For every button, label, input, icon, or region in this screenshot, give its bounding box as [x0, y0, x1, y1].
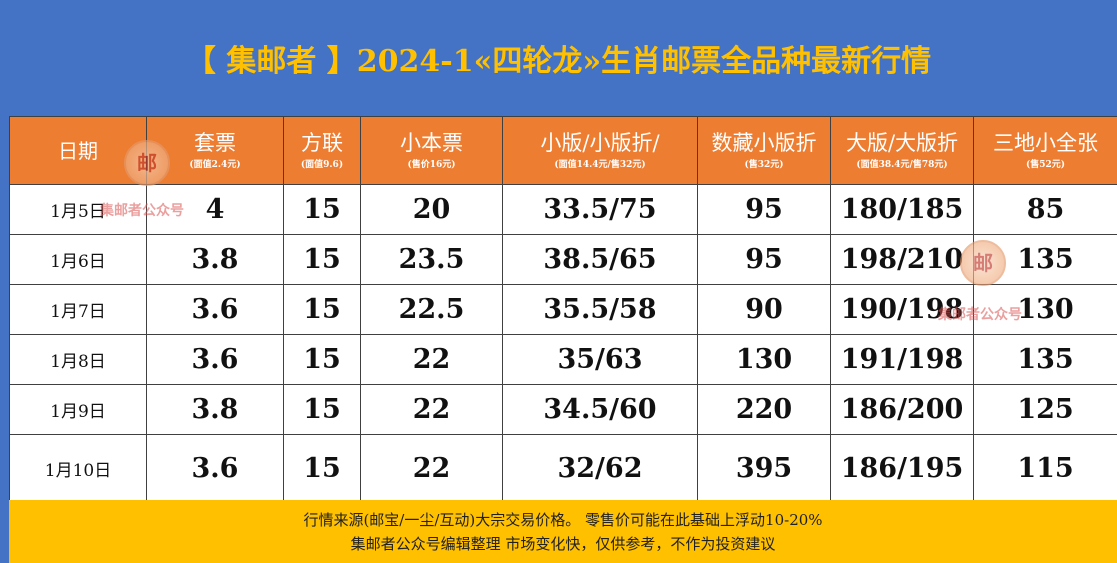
cell-value: 35.5/58 — [502, 284, 698, 335]
cell-value: 115 — [973, 434, 1117, 502]
table-row: 1月6日 3.8 15 23.5 38.5/65 95 198/210 135 — [9, 234, 1117, 285]
cell-value: 15 — [283, 334, 361, 385]
header-cell-date: 日期 — [9, 116, 147, 185]
cell-value: 22 — [360, 434, 503, 502]
cell-value: 15 — [283, 384, 361, 435]
cell-value: 22 — [360, 334, 503, 385]
cell-value: 3.8 — [146, 234, 284, 285]
cell-date: 1月9日 — [9, 384, 147, 435]
cell-date: 1月10日 — [9, 434, 147, 502]
cell-value: 125 — [973, 384, 1117, 435]
footer-line-disclaimer: 集邮者公众号编辑整理 市场变化快，仅供参考，不作为投资建议 — [350, 535, 776, 553]
cell-value: 38.5/65 — [502, 234, 698, 285]
cell-value: 186/195 — [830, 434, 974, 502]
cell-value: 22 — [360, 384, 503, 435]
cell-value: 198/210 — [830, 234, 974, 285]
table-row: 1月10日 3.6 15 22 32/62 395 186/195 115 — [9, 434, 1117, 502]
watermark-stamp-icon: 邮 — [124, 140, 170, 186]
cell-date: 1月5日 — [9, 184, 147, 235]
header-cell-block: 方联 (面值9.6) — [283, 116, 361, 185]
footer-note: 行情来源(邮宝/一尘/互动)大宗交易价格。 零售价可能在此基础上浮动10-20%… — [9, 500, 1117, 563]
cell-value: 20 — [360, 184, 503, 235]
cell-value: 395 — [697, 434, 831, 502]
header-cell-three-region: 三地小全张 (售52元) — [973, 116, 1117, 185]
watermark-text: 集邮者公众号 — [100, 203, 184, 219]
cell-value: 90 — [697, 284, 831, 335]
cell-value: 3.6 — [146, 284, 284, 335]
table-row: 1月9日 3.8 15 22 34.5/60 220 186/200 125 — [9, 384, 1117, 435]
header-cell-digital-sheet: 数藏小版折 (售32元) — [697, 116, 831, 185]
cell-value: 15 — [283, 434, 361, 502]
price-table: 日期 套票 (面值2.4元) 方联 (面值9.6) 小本票 (售价16元) 小版/小版… — [9, 116, 1117, 502]
cell-value: 85 — [973, 184, 1117, 235]
watermark-stamp-icon: 邮 — [960, 240, 1006, 286]
cell-value: 186/200 — [830, 384, 974, 435]
cell-value: 32/62 — [502, 434, 698, 502]
header-cell-booklet: 小本票 (售价16元) — [360, 116, 503, 185]
cell-value: 130 — [973, 284, 1117, 335]
cell-value: 15 — [283, 184, 361, 235]
cell-value: 191/198 — [830, 334, 974, 385]
cell-date: 1月7日 — [9, 284, 147, 335]
cell-value: 3.6 — [146, 334, 284, 385]
cell-value: 33.5/75 — [502, 184, 698, 235]
header-row: 日期 套票 (面值2.4元) 方联 (面值9.6) 小本票 (售价16元) 小版/小版… — [9, 116, 1117, 185]
watermark-text: 集邮者公众号 — [938, 307, 1022, 323]
page-title: 【 集邮者 】2024-1«四轮龙»生肖邮票全品种最新行情 — [185, 44, 932, 79]
cell-value: 95 — [697, 184, 831, 235]
cell-value: 15 — [283, 284, 361, 335]
cell-value: 130 — [697, 334, 831, 385]
cell-value: 95 — [697, 234, 831, 285]
cell-value: 34.5/60 — [502, 384, 698, 435]
cell-date: 1月6日 — [9, 234, 147, 285]
cell-value: 22.5 — [360, 284, 503, 335]
cell-value: 35/63 — [502, 334, 698, 385]
cell-value: 220 — [697, 384, 831, 435]
cell-value: 135 — [973, 334, 1117, 385]
cell-value: 23.5 — [360, 234, 503, 285]
cell-value: 3.6 — [146, 434, 284, 502]
table-row: 1月8日 3.6 15 22 35/63 130 191/198 135 — [9, 334, 1117, 385]
cell-value: 15 — [283, 234, 361, 285]
cell-value: 180/185 — [830, 184, 974, 235]
footer-line-source: 行情来源(邮宝/一尘/互动)大宗交易价格。 零售价可能在此基础上浮动10-20% — [303, 511, 823, 529]
cell-value: 3.8 — [146, 384, 284, 435]
cell-date: 1月8日 — [9, 334, 147, 385]
header-cell-small-sheet: 小版/小版折/(面值14.4元/售32元) — [502, 116, 698, 185]
cell-value: 4 — [146, 184, 284, 235]
header-cell-large-sheet: 大版/大版折 (面值38.4元/售78元) — [830, 116, 974, 185]
